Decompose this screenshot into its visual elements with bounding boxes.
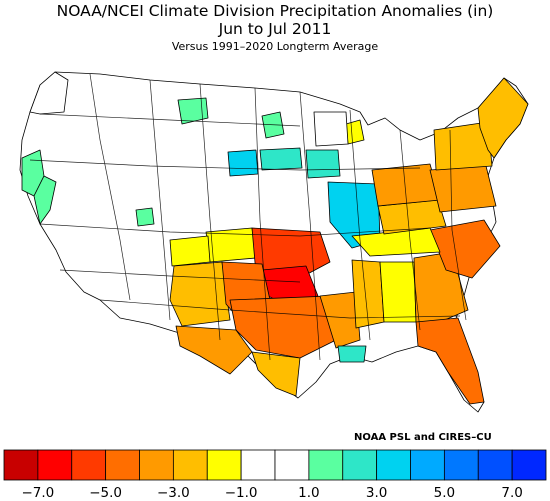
legend-tick-label: 1.0 — [298, 485, 319, 501]
map-period: Jun to Jul 2011 — [218, 20, 332, 38]
legend-swatch — [410, 449, 445, 481]
region-alabama — [379, 261, 417, 323]
boundary-line-1 — [29, 159, 421, 171]
legend-swatch — [139, 449, 174, 481]
legend-swatch — [206, 449, 242, 481]
legend-tick-label: 5.0 — [434, 485, 455, 501]
region-new-york — [433, 121, 493, 171]
legend-swatch — [308, 449, 344, 481]
map-title: NOAA/NCEI Climate Division Precipitation… — [56, 2, 494, 20]
color-legend: −7.0 −5.0 −3.0 −1.0 1.0 3.0 5.0 7.0 — [3, 449, 547, 501]
credit-label: NOAA PSL and CIRES–CU — [354, 432, 492, 443]
region-utah-west — [135, 207, 155, 227]
region-new-mexico-east — [169, 261, 231, 327]
legend-swatch — [342, 449, 378, 481]
legend-swatch — [443, 449, 479, 481]
boundary-line-9 — [299, 91, 321, 361]
legend-tick-label: 3.0 — [366, 485, 387, 501]
legend-tick-label: −3.0 — [157, 485, 190, 501]
region-carolinas — [429, 219, 501, 279]
region-new-england — [477, 77, 529, 159]
region-south-dakota-central — [227, 149, 259, 177]
map-subtitle: Versus 1991–2020 Longterm Average — [171, 40, 379, 53]
region-wisconsin — [313, 111, 349, 147]
boundary-line-3 — [59, 269, 301, 283]
region-montana-north — [177, 97, 209, 125]
boundary-line-7 — [199, 83, 221, 341]
region-florida — [415, 317, 485, 405]
region-california-sierra — [33, 175, 57, 225]
boundary-line-8 — [254, 87, 271, 361]
legend-swatch — [274, 449, 310, 481]
legend-swatch — [511, 449, 547, 481]
region-colorado-east — [169, 235, 211, 267]
boundary-line-12 — [449, 129, 467, 321]
region-washington-coast — [29, 71, 69, 115]
legend-swatch — [240, 449, 276, 481]
boundary-line-10 — [349, 109, 371, 341]
legend-swatch — [71, 449, 107, 481]
legend-swatch — [172, 449, 208, 481]
region-texas-south — [251, 351, 301, 397]
region-iowa-east — [305, 149, 341, 179]
legend-tick-label: −7.0 — [21, 485, 54, 501]
legend-swatch — [37, 449, 73, 481]
boundary-line-6 — [149, 79, 171, 321]
legend-swatch — [3, 449, 39, 481]
boundary-line-2 — [39, 223, 431, 237]
division-boundaries — [29, 73, 467, 361]
legend-tick-label: −1.0 — [225, 485, 258, 501]
legend-swatch — [105, 449, 140, 481]
region-louisiana-south — [337, 345, 367, 363]
boundary-line-11 — [399, 129, 421, 331]
boundary-line-5 — [89, 73, 131, 301]
region-mid-atlantic — [429, 165, 497, 213]
region-texas-west — [175, 325, 253, 375]
legend-swatch — [477, 449, 513, 481]
map-regions — [19, 71, 529, 413]
legend-swatch — [376, 449, 411, 481]
boundary-line-4 — [99, 299, 461, 319]
region-nebraska-north — [259, 147, 303, 171]
legend-tick-label: 7.0 — [501, 485, 522, 501]
region-louisiana — [319, 291, 361, 349]
legend-tick-label: −5.0 — [89, 485, 122, 501]
